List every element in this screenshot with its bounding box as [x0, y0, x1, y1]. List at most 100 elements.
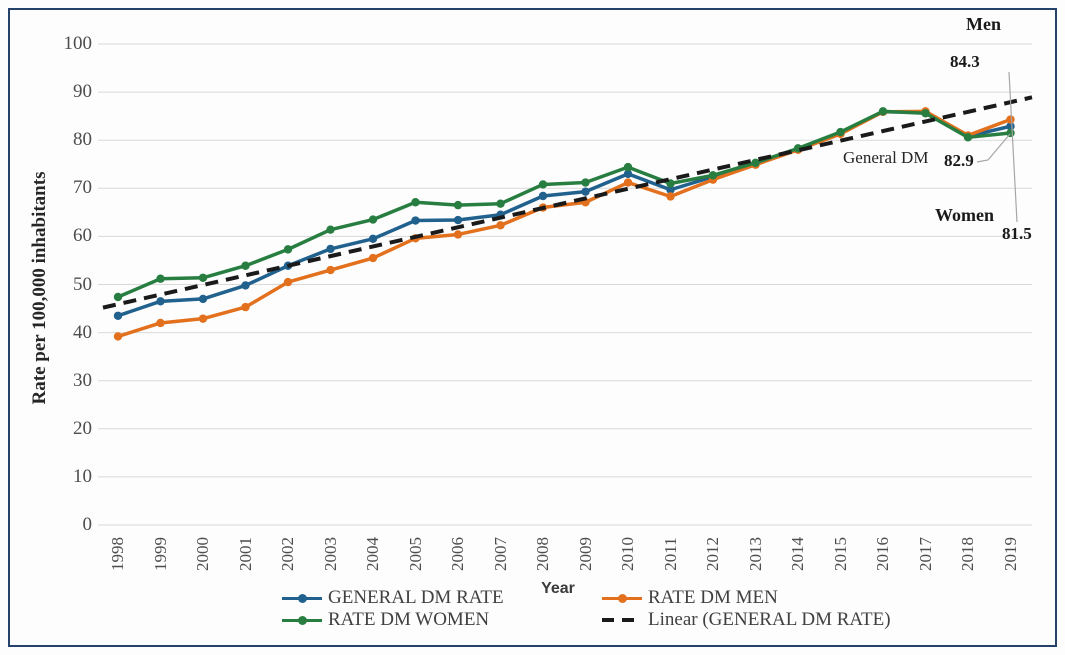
data-point	[1006, 128, 1015, 138]
data-point	[623, 178, 633, 187]
x-tick-label: 2009	[575, 537, 595, 571]
data-point	[283, 277, 293, 287]
x-tick-label: 2007	[490, 537, 510, 571]
data-point	[368, 253, 378, 263]
data-point	[156, 297, 165, 306]
annotation-general-dm-value: 82.9	[944, 151, 974, 170]
x-tick-label: 2001	[235, 537, 255, 571]
x-tick-label: 2011	[660, 537, 680, 571]
data-point	[283, 245, 293, 254]
x-tick-label: 2006	[448, 537, 467, 571]
data-point	[453, 200, 463, 210]
legend-item-general-dm-rate: GENERAL DM RATE	[282, 587, 504, 608]
legend-item-linear-trend: Linear (GENERAL DM RATE)	[602, 609, 891, 630]
data-point	[241, 261, 250, 270]
x-tick-label: 2019	[1000, 537, 1020, 571]
data-point	[666, 185, 675, 194]
data-point	[411, 198, 420, 207]
y-tick-label: 80	[73, 129, 92, 151]
x-tick-label: 1999	[150, 537, 170, 571]
y-tick-label: 10	[73, 465, 92, 487]
data-point	[198, 294, 208, 304]
x-tick-label: 2002	[278, 537, 297, 571]
legend-label-rate-dm-women: RATE DM WOMEN	[328, 609, 490, 630]
data-point	[453, 215, 463, 225]
x-tick-label: 2005	[405, 537, 425, 571]
series-line-rate-dm-men	[117, 109, 1012, 339]
x-axis-title: Year	[541, 580, 575, 597]
data-point	[368, 215, 378, 224]
x-tick-label: 2008	[533, 537, 552, 571]
x-tick-label: 2013	[745, 537, 765, 571]
data-point	[921, 109, 930, 118]
data-point	[581, 187, 590, 196]
data-point	[581, 178, 590, 187]
y-tick-label: 50	[73, 273, 92, 295]
data-point	[496, 199, 505, 208]
data-point	[241, 302, 250, 312]
annotation-women-label: Women	[935, 205, 995, 225]
data-point	[878, 107, 888, 116]
annotation-general-dm-label: General DM	[843, 148, 929, 167]
x-tick-label: 2015	[830, 537, 850, 571]
y-tick-label: 100	[63, 33, 93, 54]
legend-item-rate-dm-men: RATE DM MEN	[602, 587, 778, 608]
data-point	[326, 244, 335, 254]
legend-marker-general-dm-rate	[282, 593, 322, 603]
x-tick-label: 2000	[193, 537, 212, 571]
data-point	[198, 314, 208, 323]
data-point	[623, 162, 633, 172]
legend-marker-linear-trend	[602, 615, 642, 625]
data-point	[156, 274, 165, 283]
x-tick-label: 2012	[703, 537, 722, 571]
data-point	[963, 133, 973, 142]
data-point	[538, 191, 548, 201]
y-tick-label: 30	[73, 369, 92, 391]
legend-item-rate-dm-women: RATE DM WOMEN	[282, 609, 490, 630]
data-point	[708, 171, 718, 180]
data-point	[368, 234, 378, 244]
x-tick-label: 2016	[873, 537, 892, 571]
data-point	[326, 225, 335, 234]
legend-label-rate-dm-men: RATE DM MEN	[648, 587, 778, 608]
data-point	[623, 169, 633, 179]
y-tick-label: 0	[82, 514, 93, 535]
annotation-women-value: 81.5	[1002, 224, 1032, 243]
y-tick-label: 70	[73, 177, 92, 199]
x-tick-label: 2014	[788, 537, 807, 571]
data-point	[496, 221, 505, 230]
x-tick-label: 2010	[618, 537, 637, 571]
data-point	[113, 311, 123, 320]
data-point	[156, 318, 165, 328]
legend-marker-rate-dm-women	[282, 615, 322, 625]
legend-label-general-dm-rate: GENERAL DM RATE	[328, 587, 504, 608]
leader-line-general-dm	[976, 133, 1011, 163]
data-point	[411, 216, 420, 225]
x-tick-label: 2017	[915, 537, 935, 571]
x-tick-label: 1998	[108, 537, 127, 571]
annotation-men-value: 84.3	[950, 52, 980, 71]
data-point	[751, 158, 760, 168]
annotation-men-label: Men	[966, 14, 1001, 34]
y-tick-label: 40	[73, 321, 92, 343]
y-tick-label: 20	[73, 417, 92, 439]
y-tick-label: 60	[73, 225, 92, 247]
data-point	[241, 281, 250, 290]
data-point	[113, 292, 123, 302]
data-point	[836, 127, 845, 137]
x-tick-label: 2004	[363, 537, 382, 571]
data-point	[113, 332, 123, 341]
y-tick-label: 90	[73, 81, 92, 103]
x-tick-label: 2003	[320, 537, 340, 571]
data-point	[666, 192, 675, 201]
legend-marker-rate-dm-men	[602, 593, 642, 603]
data-point	[1006, 115, 1015, 124]
data-point	[453, 230, 463, 239]
series-line-rate-dm-women	[117, 109, 1011, 299]
leader-line-men-women	[1008, 71, 1018, 223]
data-point	[326, 265, 335, 275]
data-point	[538, 180, 548, 189]
data-point	[198, 273, 208, 282]
